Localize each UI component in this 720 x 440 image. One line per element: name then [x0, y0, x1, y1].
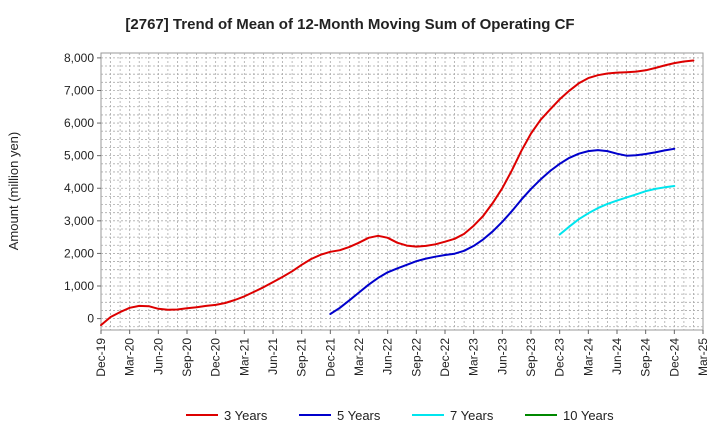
- x-tick-label: Jun-23: [495, 338, 509, 375]
- x-tick-label: Mar-20: [123, 338, 137, 376]
- legend-label: 3 Years: [224, 408, 268, 423]
- y-tick-label: 0: [87, 312, 94, 326]
- x-tick-label: Jun-21: [266, 338, 280, 375]
- x-tick-label: Dec-22: [438, 338, 452, 377]
- series-group: [100, 59, 695, 327]
- x-ticks: Dec-19 Mar-20 Jun-20 Sep-20 Dec-20 Mar-21 Jun-…: [94, 330, 710, 377]
- y-tick-label: 4,000: [64, 181, 94, 195]
- x-tick-label: Dec-24: [667, 338, 681, 377]
- x-tick-label: Dec-23: [553, 338, 567, 377]
- y-tick-label: 1,000: [64, 279, 94, 293]
- x-tick-label: Jun-20: [151, 338, 165, 375]
- x-tick-label: Sep-22: [409, 338, 423, 377]
- y-axis-label: Amount (million yen): [6, 132, 21, 251]
- x-tick-label: Mar-22: [352, 338, 366, 376]
- x-tick-label: Sep-24: [639, 338, 653, 377]
- plot-area: [100, 52, 704, 331]
- legend: 3 Years 5 Years 7 Years 10 Years: [186, 408, 614, 423]
- series-line-2: [329, 147, 676, 315]
- grid: [101, 53, 703, 330]
- legend-label: 7 Years: [450, 408, 494, 423]
- x-tick-label: Sep-20: [180, 338, 194, 377]
- y-tick-label: 6,000: [64, 116, 94, 130]
- x-tick-label: Jun-24: [610, 338, 624, 375]
- x-tick-label: Sep-21: [295, 338, 309, 377]
- y-tick-label: 3,000: [64, 214, 94, 228]
- x-tick-label: Sep-23: [524, 338, 538, 377]
- y-tick-label: 5,000: [64, 149, 94, 163]
- x-tick-label: Dec-20: [209, 338, 223, 377]
- y-ticks: 0 1,000 2,000 3,000 4,000 5,000 6,000 7,000 8,00…: [64, 51, 101, 326]
- chart-title: [2767] Trend of Mean of 12-Month Moving …: [125, 16, 574, 33]
- series-line-1: [100, 59, 695, 327]
- legend-label: 5 Years: [337, 408, 381, 423]
- x-tick-label: Mar-21: [237, 338, 251, 376]
- legend-label: 10 Years: [563, 408, 614, 423]
- x-tick-label: Mar-25: [696, 338, 710, 376]
- x-tick-label: Dec-21: [323, 338, 337, 377]
- x-tick-label: Mar-23: [467, 338, 481, 376]
- y-tick-label: 8,000: [64, 51, 94, 65]
- y-tick-label: 2,000: [64, 246, 94, 260]
- x-tick-label: Mar-24: [581, 338, 595, 376]
- x-tick-label: Dec-19: [94, 338, 108, 377]
- series-line-3: [558, 185, 676, 236]
- y-tick-label: 7,000: [64, 83, 94, 97]
- x-tick-label: Jun-22: [381, 338, 395, 375]
